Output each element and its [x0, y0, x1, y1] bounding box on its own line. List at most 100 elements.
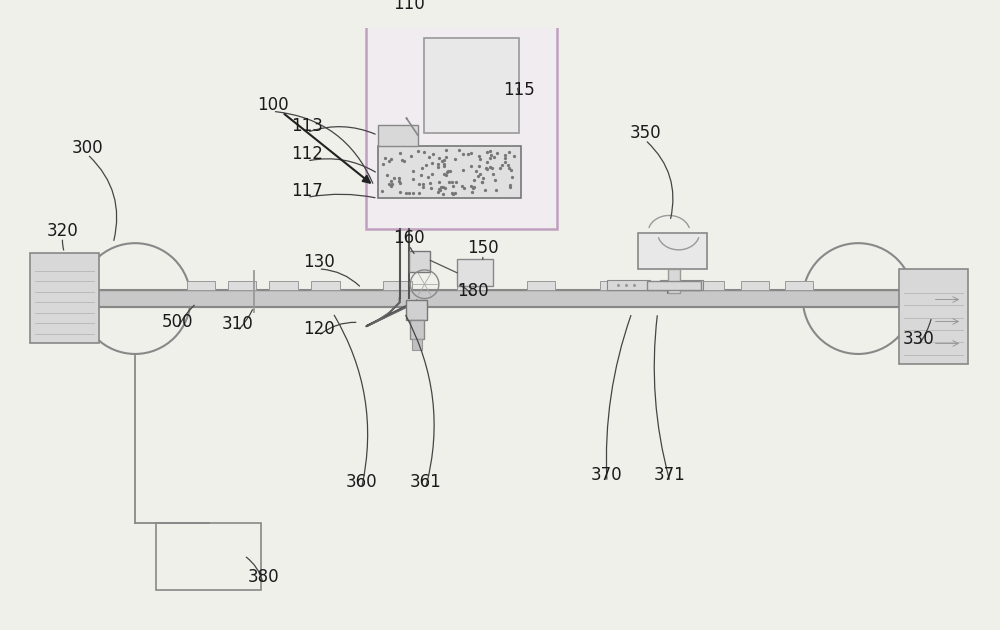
Bar	[660, 280, 703, 290]
Point	[465, 183, 481, 193]
Text: 330: 330	[902, 329, 934, 348]
Bar	[378, 125, 418, 146]
Bar	[269, 282, 298, 290]
Point	[436, 161, 452, 171]
Text: 180: 180	[457, 282, 489, 300]
Point	[444, 176, 460, 186]
Bar	[410, 319, 424, 339]
Point	[485, 169, 501, 180]
Point	[375, 159, 391, 169]
Point	[424, 158, 440, 168]
Point	[374, 186, 390, 197]
Point	[488, 185, 504, 195]
Point	[381, 156, 397, 166]
Point	[442, 166, 458, 176]
Point	[482, 152, 498, 163]
Point	[478, 163, 494, 173]
Text: 320: 320	[47, 222, 78, 240]
Point	[454, 181, 470, 191]
Point	[433, 182, 449, 192]
Text: 371: 371	[654, 466, 686, 484]
Point	[379, 170, 395, 180]
Point	[435, 182, 451, 192]
Point	[436, 155, 452, 165]
Text: 360: 360	[346, 473, 377, 491]
Point	[447, 154, 463, 164]
Point	[430, 186, 446, 197]
Text: 100: 100	[257, 96, 288, 113]
Point	[474, 177, 490, 187]
Text: 110: 110	[393, 0, 425, 13]
Text: 150: 150	[467, 239, 499, 257]
Point	[502, 182, 518, 192]
Bar	[457, 260, 493, 286]
Bar	[75, 290, 935, 307]
Bar	[311, 282, 340, 290]
Bar	[156, 523, 261, 590]
Bar	[638, 232, 707, 269]
Point	[430, 159, 446, 169]
Bar	[741, 282, 769, 290]
Point	[471, 161, 487, 171]
Point	[401, 188, 417, 198]
Bar	[412, 339, 422, 350]
Point	[396, 156, 412, 166]
Point	[479, 164, 495, 174]
Point	[405, 173, 421, 183]
Point	[451, 145, 467, 155]
Point	[410, 146, 426, 156]
Point	[438, 152, 454, 163]
Bar	[645, 282, 674, 290]
Text: 117: 117	[291, 181, 323, 200]
Text: 130: 130	[303, 253, 334, 272]
Point	[415, 179, 431, 189]
Point	[466, 175, 482, 185]
Point	[463, 161, 479, 171]
Point	[444, 188, 460, 198]
Point	[432, 185, 448, 195]
Point	[489, 148, 505, 158]
Bar	[378, 146, 521, 198]
Point	[456, 183, 472, 193]
Point	[502, 180, 518, 190]
Point	[497, 157, 513, 167]
Point	[470, 171, 486, 181]
Point	[381, 178, 397, 188]
Point	[497, 153, 513, 163]
Text: 350: 350	[629, 124, 661, 142]
Point	[479, 147, 495, 157]
Point	[448, 177, 464, 187]
Bar	[607, 280, 650, 290]
Point	[484, 163, 500, 173]
Point	[463, 148, 479, 158]
Bar	[899, 269, 968, 365]
Point	[384, 180, 400, 190]
Point	[503, 166, 519, 176]
Point	[437, 183, 453, 193]
Point	[486, 152, 502, 163]
Point	[482, 146, 498, 156]
Point	[501, 163, 517, 173]
Point	[455, 149, 471, 159]
Point	[424, 169, 440, 179]
Point	[445, 189, 461, 199]
Point	[438, 145, 454, 155]
Point	[405, 188, 421, 198]
Point	[398, 188, 414, 198]
Point	[497, 150, 513, 160]
Text: 380: 380	[247, 568, 279, 587]
Point	[440, 166, 456, 176]
Point	[422, 178, 438, 188]
Text: 112: 112	[291, 146, 323, 163]
Point	[472, 154, 488, 164]
Point	[423, 183, 439, 193]
Point	[431, 184, 447, 194]
Bar	[696, 282, 724, 290]
Point	[413, 169, 429, 180]
Point	[383, 176, 399, 186]
Point	[445, 181, 461, 192]
Point	[472, 169, 488, 179]
Point	[439, 167, 455, 177]
Text: 113: 113	[291, 117, 323, 135]
Bar	[406, 301, 427, 319]
